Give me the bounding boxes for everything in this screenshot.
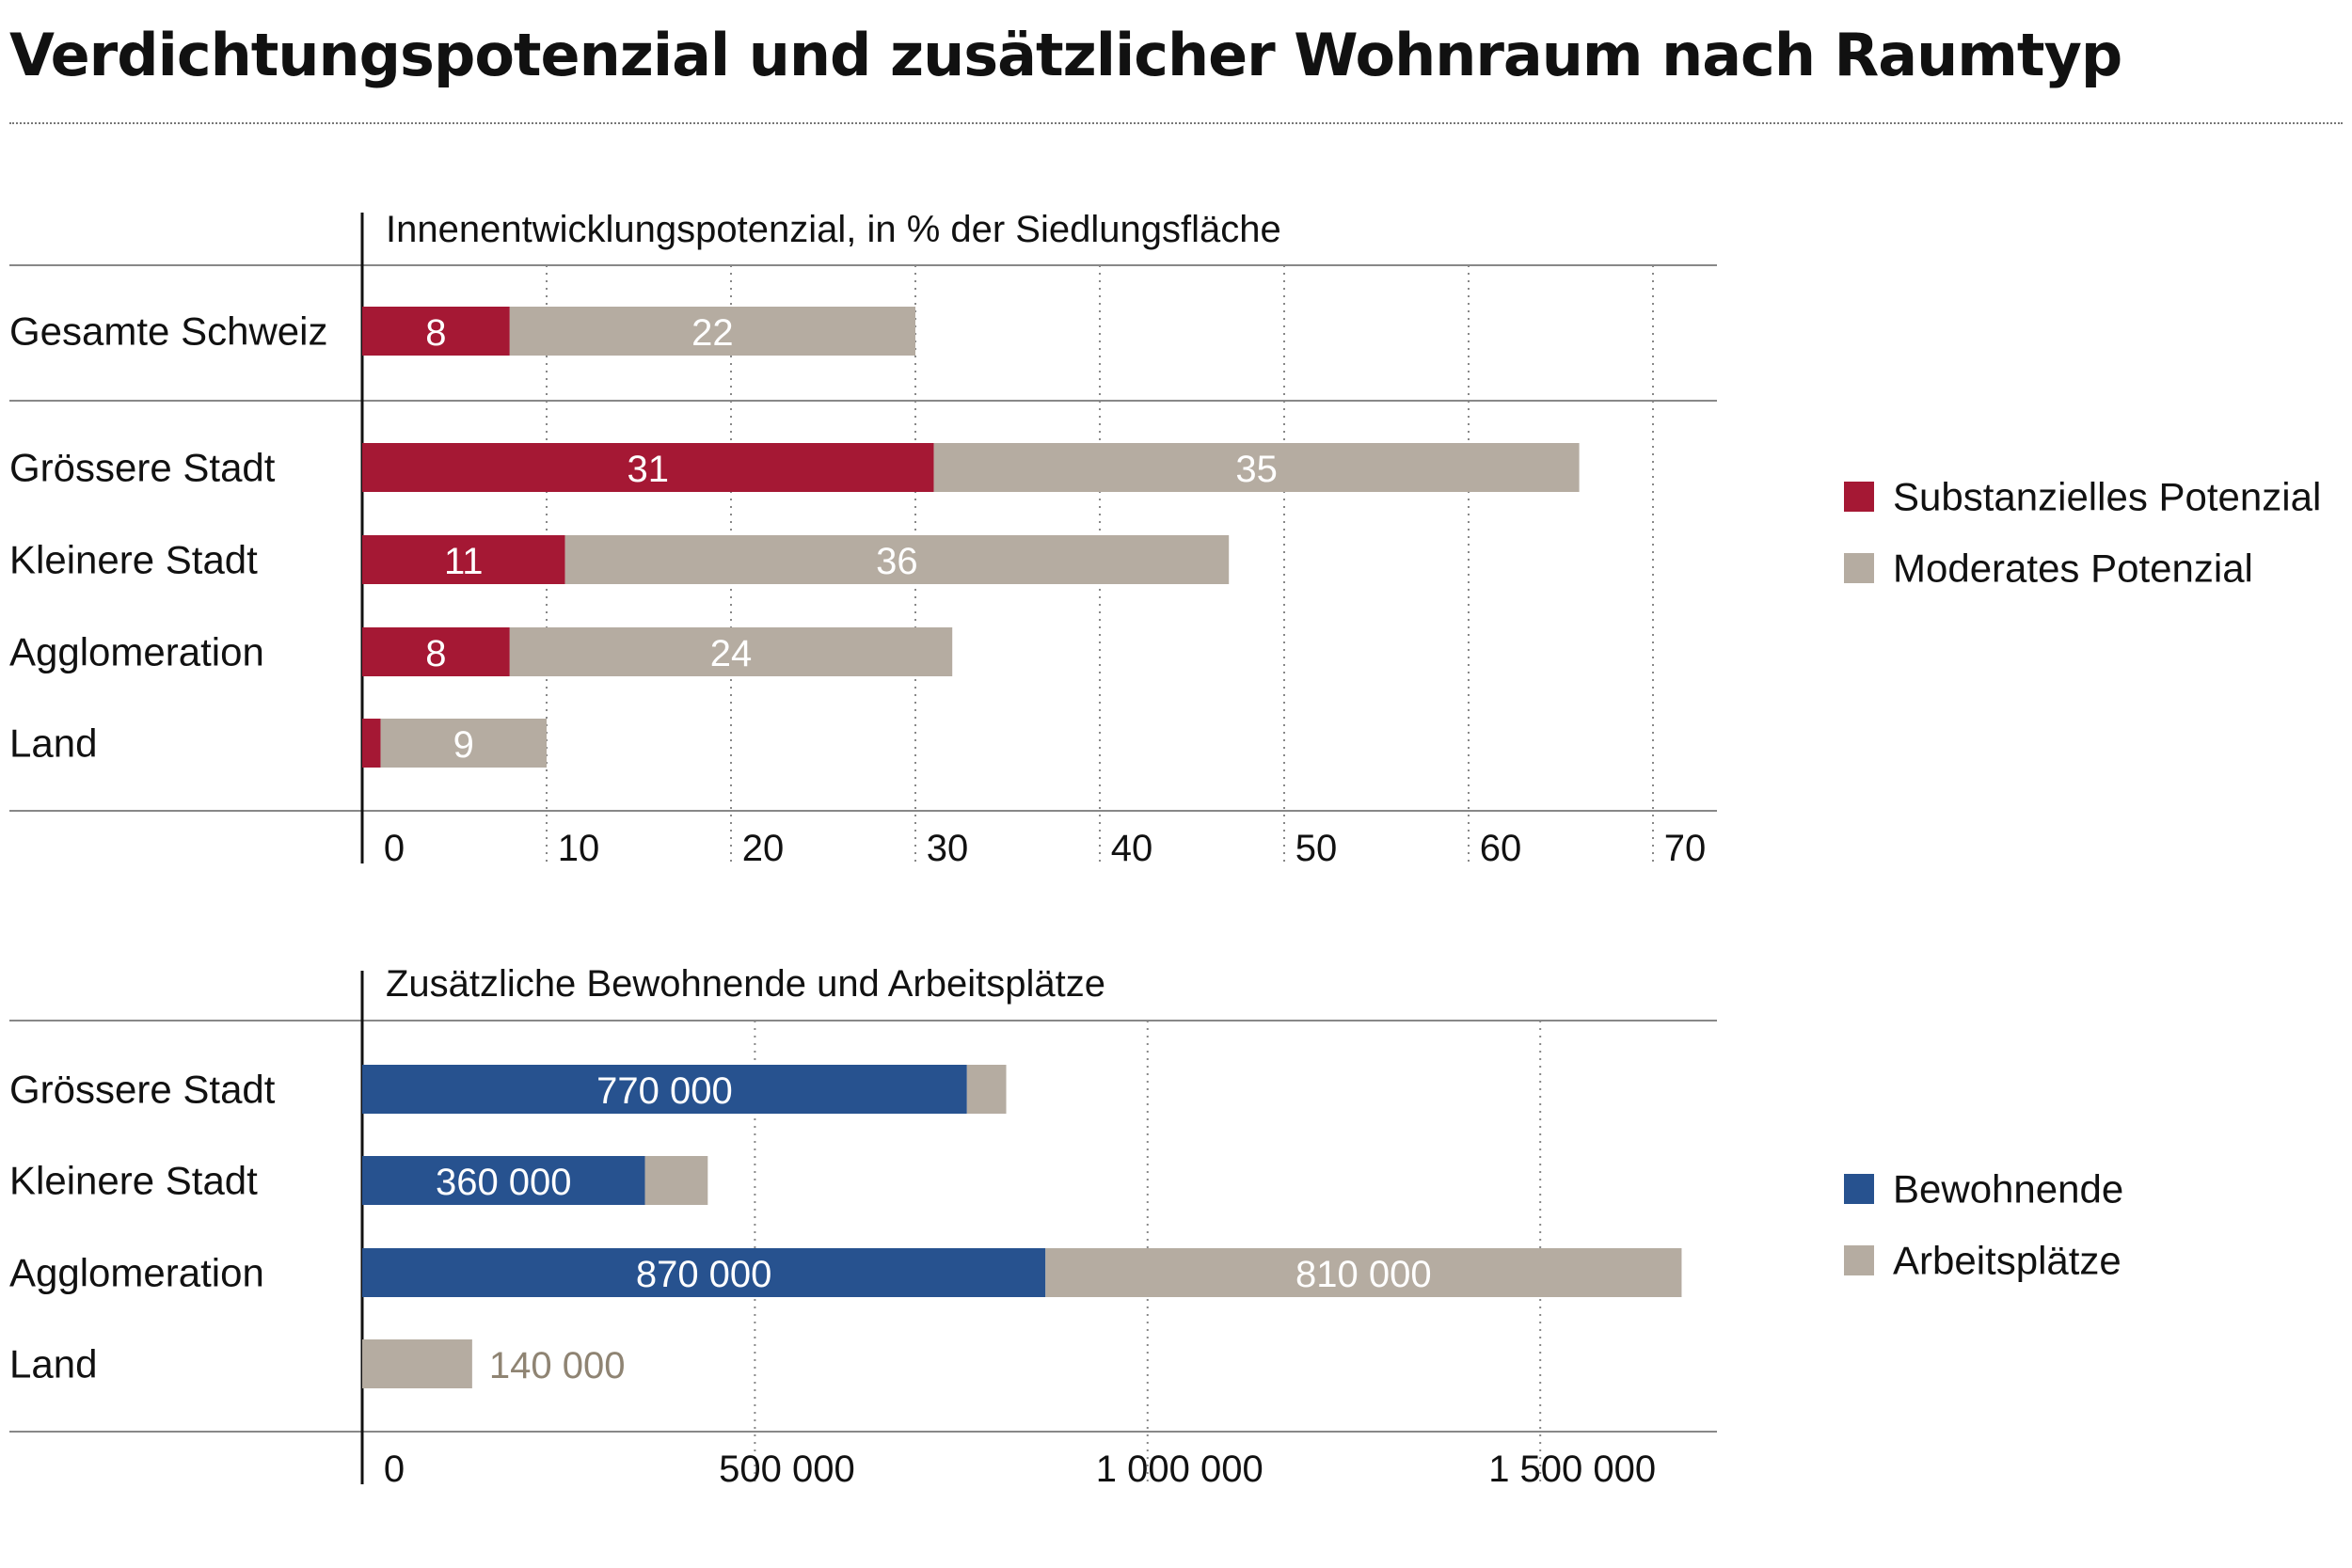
- data-label-arbeitspl-tze-agglomeration: 810 000: [1295, 1254, 1432, 1295]
- data-label-bewohnende-agglomeration: 870 000: [636, 1254, 772, 1295]
- tick-label-10: 10: [558, 828, 600, 869]
- bar-bewohnende-agglomeration: [362, 1248, 1046, 1297]
- data-label-moderates-potenzial-kleinere-stadt: 36: [876, 541, 918, 582]
- tick-label-500-000: 500 000: [719, 1449, 855, 1490]
- bar-moderates-potenzial-kleinere-stadt: [564, 535, 1230, 584]
- legend-swatch-substanzielles-potenzial: [1844, 482, 1874, 512]
- chart1-title: Innenentwicklungspotenzial, in % der Sie…: [386, 209, 1281, 250]
- tick-label-40: 40: [1111, 828, 1153, 869]
- tick-label-70: 70: [1664, 828, 1707, 869]
- bar-moderates-potenzial-gr-ssere-stadt: [933, 443, 1580, 492]
- data-label-substanzielles-potenzial-gr-ssere-stadt: 31: [628, 449, 670, 490]
- bar-moderates-potenzial-gesamte-schweiz: [509, 307, 915, 356]
- data-label-substanzielles-potenzial-agglomeration: 8: [425, 633, 446, 674]
- page-title: Verdichtungspotenzial und zusätzlicher W…: [9, 21, 2122, 89]
- tick-label-20: 20: [742, 828, 785, 869]
- category-label-gesamte-schweiz: Gesamte Schweiz: [9, 309, 327, 354]
- chart2-title: Zusätzliche Bewohnende und Arbeitsplätze: [386, 963, 1105, 1005]
- data-label-moderates-potenzial-land: 9: [453, 724, 474, 766]
- bar-arbeitspl-tze-land: [362, 1339, 472, 1388]
- category-label-land: Land: [9, 721, 97, 766]
- legend-swatch-moderates-potenzial: [1844, 553, 1874, 583]
- legend-swatch-bewohnende: [1844, 1174, 1874, 1204]
- bar-substanzielles-potenzial-land: [362, 719, 381, 768]
- data-label-moderates-potenzial-gesamte-schweiz: 22: [691, 312, 734, 354]
- data-label-moderates-potenzial-agglomeration: 24: [710, 633, 753, 674]
- category-label-land: Land: [9, 1342, 97, 1386]
- legend-swatch-arbeitspl-tze: [1844, 1245, 1874, 1275]
- bar-arbeitspl-tze-kleinere-stadt: [644, 1156, 708, 1205]
- data-label-substanzielles-potenzial-gesamte-schweiz: 8: [425, 312, 446, 354]
- category-label-kleinere-stadt: Kleinere Stadt: [9, 1159, 258, 1203]
- tick-label-30: 30: [927, 828, 969, 869]
- data-label-bewohnende-gr-ssere-stadt: 770 000: [596, 1070, 733, 1112]
- bar-substanzielles-potenzial-agglomeration: [362, 627, 510, 676]
- bar-arbeitspl-tze-gr-ssere-stadt: [966, 1065, 1007, 1114]
- tick-label-1-000-000: 1 000 000: [1096, 1449, 1263, 1490]
- tick-label-50: 50: [1295, 828, 1338, 869]
- category-label-gr-ssere-stadt: Grössere Stadt: [9, 1068, 276, 1112]
- bar-moderates-potenzial-agglomeration: [509, 627, 953, 676]
- bar-moderates-potenzial-land: [380, 719, 547, 768]
- bar-bewohnende-kleinere-stadt: [362, 1156, 645, 1205]
- tick-label-0: 0: [384, 828, 405, 869]
- category-label-agglomeration: Agglomeration: [9, 1251, 264, 1295]
- title-divider: [9, 122, 2343, 124]
- tick-label-1-500-000: 1 500 000: [1488, 1449, 1656, 1490]
- category-label-agglomeration: Agglomeration: [9, 630, 264, 674]
- bar-bewohnende-gr-ssere-stadt: [362, 1065, 967, 1114]
- bar-arbeitspl-tze-agglomeration: [1045, 1248, 1682, 1297]
- tick-label-60: 60: [1480, 828, 1522, 869]
- bar-substanzielles-potenzial-kleinere-stadt: [362, 535, 565, 584]
- bar-substanzielles-potenzial-gesamte-schweiz: [362, 307, 510, 356]
- data-label-substanzielles-potenzial-kleinere-stadt: 11: [444, 541, 484, 582]
- legend-label-substanzielles-potenzial: Substanzielles Potenzial: [1893, 475, 2321, 519]
- category-label-kleinere-stadt: Kleinere Stadt: [9, 538, 258, 582]
- legend-label-moderates-potenzial: Moderates Potenzial: [1893, 546, 2253, 591]
- bar-substanzielles-potenzial-gr-ssere-stadt: [362, 443, 934, 492]
- data-label-arbeitspl-tze-land: 140 000: [489, 1345, 626, 1386]
- data-label-moderates-potenzial-gr-ssere-stadt: 35: [1235, 449, 1278, 490]
- tick-label-0: 0: [384, 1449, 405, 1490]
- legend-label-bewohnende: Bewohnende: [1893, 1167, 2123, 1212]
- legend-label-arbeitspl-tze: Arbeitsplätze: [1893, 1239, 2122, 1283]
- category-label-gr-ssere-stadt: Grössere Stadt: [9, 446, 276, 490]
- data-label-bewohnende-kleinere-stadt: 360 000: [436, 1162, 572, 1203]
